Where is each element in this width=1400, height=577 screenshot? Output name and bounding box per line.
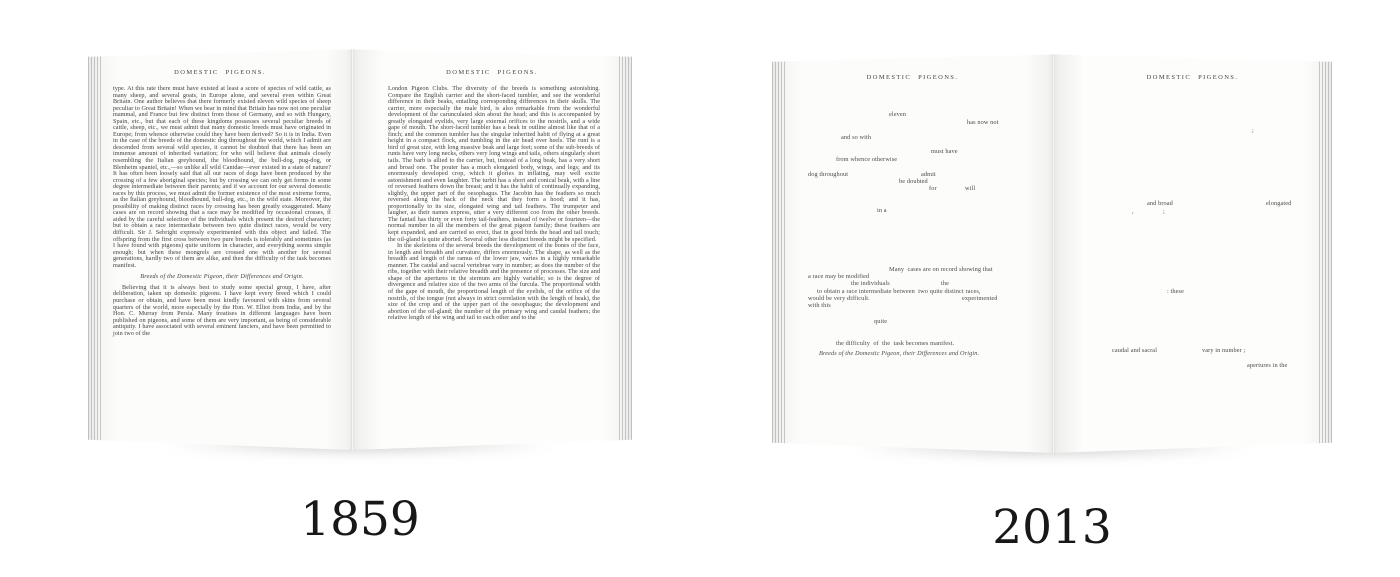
erasure-fragment: apertures in the xyxy=(1247,362,1288,369)
erasure-fragment: admit xyxy=(921,171,936,178)
erasure-fragment: Breeds of the Domestic Pigeon, their Dif… xyxy=(819,350,980,357)
page-header: DOMESTIC PIGEONS. xyxy=(446,69,538,76)
book-1859-gutter xyxy=(351,49,354,450)
erasure-fragment: must have xyxy=(931,148,958,155)
erasure-fragment: the individuals xyxy=(851,280,890,287)
erasure-fragment: be doubted xyxy=(899,178,928,185)
page-body-text: type. At this rate there must have exist… xyxy=(113,85,331,337)
book-2013: DOMESTIC PIGEONS. eleven has now not and s… xyxy=(772,45,1332,461)
erasure-fragment: the difficulty of the task becomes manif… xyxy=(836,340,955,347)
text-paragraph: London Pigeon Clubs. The diversity of th… xyxy=(388,85,600,243)
erasure-fragment: elongated xyxy=(1266,200,1292,207)
erasure-fragment: will xyxy=(965,185,976,192)
caption-1859: 1859 xyxy=(300,492,420,547)
erasure-fragment: and so with xyxy=(841,134,872,141)
erasure-fragment: has now not xyxy=(967,119,999,126)
erasure-fragment: ; xyxy=(1252,127,1254,134)
erasure-fragment: for xyxy=(929,185,937,192)
erasure-fragment: caudal and sacral xyxy=(1112,347,1158,354)
erasure-fragments: ; and broad elongated,;: these caudal and s… xyxy=(1053,54,1332,453)
erasure-fragment: and broad xyxy=(1147,200,1173,207)
book-1859-left-page: DOMESTIC PIGEONS. type. At this rate the… xyxy=(88,49,352,450)
erasure-fragment: from whence otherwise xyxy=(836,156,898,163)
book-2013-left-page: DOMESTIC PIGEONS. eleven has now not and s… xyxy=(772,54,1053,453)
page-header: DOMESTIC PIGEONS. xyxy=(174,69,266,76)
text-paragraph: Believing that it is always best to stud… xyxy=(113,283,331,337)
book-2013-right-page: DOMESTIC PIGEONS. ; and broad elongated,;:… xyxy=(1053,54,1332,453)
erasure-fragment: would be very difficult. xyxy=(808,295,870,302)
erasure-fragment: to obtain a race intermediate between tw… xyxy=(817,288,981,295)
erasure-fragment: a race may be modified xyxy=(808,273,870,280)
book-1859-right-page: DOMESTIC PIGEONS. London Pigeon Clubs. T… xyxy=(352,49,632,450)
section-heading: Breeds of the Domestic Pigeon, their Dif… xyxy=(140,273,304,281)
erasure-fragment: the xyxy=(941,280,949,287)
caption-2013: 2013 xyxy=(992,500,1112,555)
erasure-fragment: quite xyxy=(874,318,888,325)
erasure-fragment: in a xyxy=(877,207,887,214)
page-header: DOMESTIC PIGEONS. xyxy=(1146,74,1239,81)
erasure-fragment: Many cases are on record showing that xyxy=(889,266,993,273)
page-body-text: London Pigeon Clubs. The diversity of th… xyxy=(388,85,600,322)
text-paragraph: In the skeletons of the several breeds t… xyxy=(388,242,600,322)
page-header: DOMESTIC PIGEONS. xyxy=(866,74,959,81)
erasure-fragment: , xyxy=(1132,208,1134,215)
erasure-fragment: : these xyxy=(1167,288,1184,295)
erasure-fragment: vary in number ; xyxy=(1202,347,1246,354)
erasure-fragment: ; xyxy=(1163,208,1165,215)
erasure-fragment: dog throughout xyxy=(808,171,849,178)
erasure-fragments: eleven has now not and so with must have fro… xyxy=(772,54,1053,453)
erasure-fragment: with this xyxy=(808,302,831,309)
erasure-fragment: eleven xyxy=(889,111,907,118)
book-1859: DOMESTIC PIGEONS. type. At this rate the… xyxy=(88,40,632,458)
book-2013-gutter xyxy=(1052,54,1055,453)
text-paragraph: type. At this rate there must have exist… xyxy=(113,85,331,269)
erasure-fragment: experimented xyxy=(962,295,998,302)
